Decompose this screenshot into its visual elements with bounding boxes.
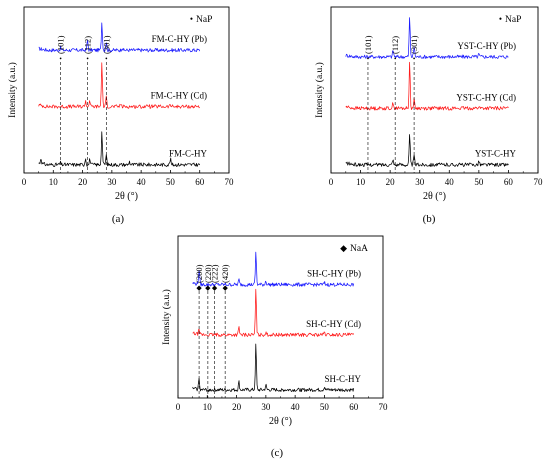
x-tick-label: 20 — [232, 402, 242, 412]
legend-marker: • — [499, 14, 502, 24]
x-tick-label: 0 — [176, 402, 181, 412]
series-label: SH-C-HY (Pb) — [307, 269, 361, 279]
series-line-1 — [192, 251, 355, 287]
series-line-1 — [345, 17, 509, 59]
hkl-label: (301) — [101, 35, 111, 54]
y-axis-label: Intensity (a.u.) — [161, 289, 172, 345]
y-axis-label: Intensity (a.u.) — [314, 62, 325, 118]
series-label: FM-C-HY (Pb) — [152, 34, 207, 44]
series-label: SH-C-HY — [324, 374, 361, 384]
x-axis-label: 2θ (°) — [423, 191, 446, 202]
x-tick-label: 20 — [78, 177, 88, 187]
x-tick-label: 30 — [415, 177, 425, 187]
x-tick-label: 10 — [49, 177, 59, 187]
x-tick-label: 10 — [203, 402, 213, 412]
panel-label: (c) — [271, 447, 284, 459]
x-tick-label: 60 — [349, 402, 359, 412]
panel-label: (b) — [423, 213, 436, 225]
x-tick-label: 0 — [329, 177, 334, 187]
x-tick-label: 40 — [137, 177, 147, 187]
x-tick-label: 50 — [474, 177, 484, 187]
legend-label: NaA — [350, 244, 368, 254]
x-tick-label: 30 — [261, 402, 271, 412]
series-label: YST-C-HY (Pb) — [457, 41, 516, 51]
x-tick-label: 20 — [386, 177, 396, 187]
x-tick-label: 70 — [534, 177, 544, 187]
series-line-3 — [38, 131, 201, 167]
hkl-label: (112) — [390, 36, 400, 54]
x-tick-label: 40 — [291, 402, 301, 412]
x-axis-ticks: 0 10 20 30 40 50 60 70 — [22, 170, 234, 187]
peak-marker-symbol: ◆ — [196, 284, 202, 292]
peak-markers: ◆(200)◆(220)◆(222)◆(420) — [194, 264, 230, 398]
peak-marker-symbol: • — [105, 55, 108, 63]
peak-marker-symbol: • — [394, 55, 397, 63]
series-label: YST-C-HY — [475, 149, 517, 159]
series-line-3 — [345, 134, 509, 167]
x-tick-label: 50 — [320, 402, 330, 412]
x-axis-label: 2θ (°) — [115, 191, 138, 202]
series-line-1 — [38, 22, 201, 53]
x-tick-label: 50 — [166, 177, 176, 187]
peak-marker-symbol: ◆ — [212, 284, 218, 292]
hkl-label: (200) — [194, 264, 204, 283]
legend-label: NaP — [196, 15, 212, 25]
series-label: FM-C-HY — [169, 149, 208, 159]
series-line-2 — [192, 288, 355, 337]
peak-marker-symbol: • — [413, 55, 416, 63]
x-axis-label: 2θ (°) — [269, 416, 292, 427]
legend-label: NaP — [505, 15, 521, 25]
hkl-label: (420) — [220, 264, 230, 283]
series-label: SH-C-HY (Cd) — [306, 319, 361, 329]
y-axis-label: Intensity (a.u.) — [7, 62, 18, 118]
x-tick-label: 60 — [195, 177, 205, 187]
legend-marker: • — [190, 14, 193, 24]
x-tick-label: 70 — [379, 402, 389, 412]
peak-marker-symbol: ◆ — [222, 284, 228, 292]
peak-marker-symbol: • — [367, 55, 370, 63]
hkl-label: (101) — [363, 35, 373, 54]
hkl-label: (101) — [56, 35, 66, 54]
x-tick-label: 40 — [445, 177, 455, 187]
peak-marker-symbol: • — [59, 55, 62, 63]
x-tick-label: 0 — [22, 177, 27, 187]
peak-marker-symbol: • — [86, 55, 89, 63]
hkl-label: (301) — [409, 35, 419, 54]
series-line-2 — [38, 62, 200, 109]
series-label: YST-C-HY (Cd) — [456, 92, 516, 102]
hkl-label: (112) — [83, 36, 93, 54]
series-label: FM-C-HY (Cd) — [151, 91, 207, 101]
x-tick-label: 60 — [504, 177, 514, 187]
hkl-label: (220) — [203, 264, 213, 283]
hkl-label: (222) — [210, 264, 220, 283]
x-tick-label: 30 — [107, 177, 117, 187]
x-axis-ticks: 0 10 20 30 40 50 60 70 — [176, 395, 388, 412]
legend-marker: ◆ — [340, 243, 347, 253]
x-axis-ticks: 0 10 20 30 40 50 60 70 — [329, 170, 543, 187]
series-line-2 — [345, 61, 509, 111]
peak-markers: •(101)•(112)•(301) — [363, 35, 419, 173]
x-tick-label: 70 — [225, 177, 235, 187]
x-tick-label: 10 — [356, 177, 366, 187]
peak-marker-symbol: ◆ — [205, 284, 211, 292]
series-line-3 — [192, 343, 355, 393]
panel-label: (a) — [112, 213, 125, 225]
peak-markers: •(101)•(112)•(301) — [56, 35, 111, 173]
